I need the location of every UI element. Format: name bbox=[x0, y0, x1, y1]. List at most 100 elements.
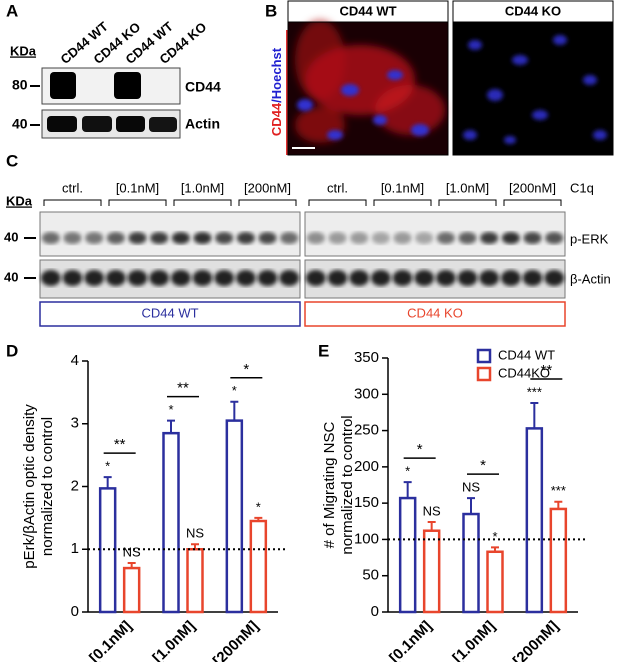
bar-label: * bbox=[105, 459, 110, 474]
band bbox=[236, 232, 255, 244]
bar-label: * bbox=[405, 464, 410, 479]
band bbox=[41, 232, 60, 244]
blot bbox=[304, 211, 566, 257]
error-bar bbox=[467, 497, 475, 515]
y-tick-label: 1 bbox=[71, 540, 79, 557]
band bbox=[47, 116, 77, 132]
band bbox=[149, 270, 170, 286]
band bbox=[258, 232, 277, 244]
band bbox=[501, 232, 520, 244]
band bbox=[193, 232, 212, 244]
band bbox=[306, 232, 325, 244]
error-bar bbox=[167, 419, 175, 434]
x-tick-label: C1q [0.1nM] bbox=[63, 618, 135, 662]
bar-label: NS bbox=[186, 526, 204, 541]
condition-label: [0.1nM] bbox=[381, 180, 424, 195]
band bbox=[414, 270, 435, 286]
bar bbox=[462, 512, 480, 614]
band bbox=[392, 270, 413, 286]
group-label: CD44 WT bbox=[141, 305, 198, 320]
band bbox=[106, 232, 125, 244]
condition-bracket bbox=[173, 199, 232, 206]
blot bbox=[39, 211, 301, 257]
panel-letter: D bbox=[6, 341, 18, 360]
bar bbox=[162, 431, 180, 614]
band bbox=[458, 232, 477, 244]
error-bar bbox=[103, 476, 112, 489]
bracket-label: ** bbox=[114, 436, 126, 453]
band bbox=[371, 232, 390, 244]
bar-label: NS bbox=[423, 503, 441, 518]
image-title: CD44 KO bbox=[505, 3, 561, 18]
panel-letter: B bbox=[265, 1, 277, 20]
group-box bbox=[39, 301, 301, 327]
condition-label: [0.1nM] bbox=[116, 180, 159, 195]
treatment-label: C1q bbox=[570, 180, 594, 195]
x-tick-label: C1q [1.0nM] bbox=[426, 618, 498, 662]
bar bbox=[486, 550, 504, 614]
condition-label: [1.0nM] bbox=[446, 180, 489, 195]
band bbox=[349, 270, 370, 286]
band bbox=[327, 270, 348, 286]
error-bar bbox=[554, 500, 563, 509]
unit-label: KDa bbox=[6, 193, 33, 208]
band bbox=[40, 270, 61, 286]
bar-label: * bbox=[256, 499, 261, 514]
y-tick-label: 3 bbox=[71, 415, 79, 432]
stain-blue: /Hoechst bbox=[269, 47, 284, 103]
legend-swatch bbox=[476, 366, 492, 382]
condition-bracket bbox=[43, 199, 102, 206]
band bbox=[149, 117, 177, 132]
band bbox=[436, 232, 455, 244]
bar bbox=[225, 419, 244, 614]
unit-label: KDa bbox=[10, 43, 37, 58]
bar-label: *** bbox=[551, 483, 566, 498]
y-tick-label: 300 bbox=[354, 385, 379, 402]
stain-red: CD44 bbox=[269, 102, 284, 136]
error-bar bbox=[254, 516, 263, 522]
error-bar bbox=[427, 521, 436, 531]
band bbox=[328, 232, 347, 244]
band bbox=[50, 72, 76, 99]
band bbox=[523, 232, 542, 244]
bar bbox=[398, 496, 417, 614]
y-tick-label: 350 bbox=[354, 349, 379, 366]
bar bbox=[98, 487, 117, 614]
bar-label: NS bbox=[123, 544, 141, 559]
band bbox=[370, 270, 391, 286]
condition-label: ctrl. bbox=[62, 180, 83, 195]
x-tick-label: C1q [200nM] bbox=[487, 618, 562, 662]
band bbox=[522, 270, 543, 286]
error-bar bbox=[491, 546, 499, 552]
y-axis-label: normalized to control bbox=[339, 415, 356, 554]
band bbox=[435, 270, 456, 286]
band bbox=[62, 270, 83, 286]
condition-bracket bbox=[238, 199, 297, 206]
band bbox=[480, 232, 499, 244]
band bbox=[84, 270, 105, 286]
bar-label: NS bbox=[462, 480, 480, 495]
band bbox=[215, 232, 234, 244]
bracket-label: * bbox=[243, 361, 249, 378]
y-tick-label: 250 bbox=[354, 422, 379, 439]
band bbox=[457, 270, 478, 286]
y-tick-label: 50 bbox=[362, 567, 379, 584]
band bbox=[114, 72, 141, 99]
condition-bracket bbox=[438, 199, 497, 206]
panel-letter: A bbox=[6, 1, 18, 20]
band bbox=[393, 232, 412, 244]
condition-bracket bbox=[503, 199, 562, 206]
x-tick-label: C1q [1.0nM] bbox=[126, 618, 198, 662]
band bbox=[545, 232, 564, 244]
condition-label: [200nM] bbox=[244, 180, 291, 195]
bracket-label: ** bbox=[540, 362, 552, 379]
blot bbox=[304, 259, 566, 299]
image-frame bbox=[287, 0, 449, 156]
error-bar bbox=[403, 481, 412, 499]
bar bbox=[549, 507, 568, 614]
band bbox=[128, 232, 147, 244]
row-label: Actin bbox=[185, 116, 220, 132]
band bbox=[63, 232, 82, 244]
row-label: p-ERK bbox=[570, 231, 609, 246]
